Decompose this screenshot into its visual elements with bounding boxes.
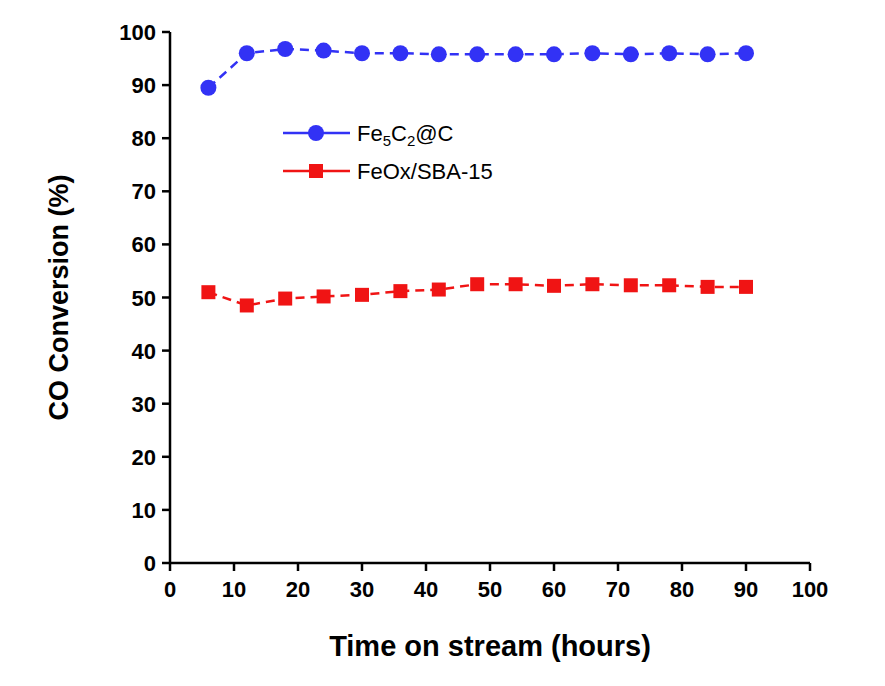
- y-tick-label: 100: [119, 20, 156, 45]
- legend-label-part: 5: [383, 132, 391, 149]
- legend-label: Fe5C2@C: [357, 121, 454, 149]
- y-tick-label: 90: [132, 73, 156, 98]
- marker: [392, 45, 408, 61]
- marker: [354, 45, 370, 61]
- y-tick-label: 0: [144, 551, 156, 576]
- x-tick-label: 100: [792, 577, 829, 602]
- marker: [239, 45, 255, 61]
- x-tick-label: 90: [734, 577, 758, 602]
- x-tick-label: 0: [164, 577, 176, 602]
- legend-label-part: Fe: [357, 121, 383, 146]
- y-tick-label: 40: [132, 339, 156, 364]
- marker: [700, 46, 716, 62]
- marker: [200, 80, 216, 96]
- x-tick: [489, 563, 492, 571]
- legend-marker: [308, 125, 324, 141]
- x-tick: [681, 563, 684, 571]
- marker: [584, 45, 600, 61]
- x-tick: [745, 563, 748, 571]
- marker: [585, 277, 599, 291]
- y-tick: [162, 190, 170, 193]
- x-tick-label: 80: [670, 577, 694, 602]
- y-tick: [162, 84, 170, 87]
- y-tick: [162, 243, 170, 246]
- y-tick: [162, 296, 170, 299]
- y-tick-label: 10: [132, 498, 156, 523]
- marker: [355, 288, 369, 302]
- marker: [546, 46, 562, 62]
- y-tick-label: 70: [132, 179, 156, 204]
- marker: [469, 46, 485, 62]
- marker: [623, 46, 639, 62]
- y-tick: [162, 562, 170, 565]
- x-tick-label: 60: [542, 577, 566, 602]
- y-tick: [162, 137, 170, 140]
- x-tick: [297, 563, 300, 571]
- marker: [662, 278, 676, 292]
- marker: [739, 280, 753, 294]
- legend-marker: [309, 164, 323, 178]
- series: [201, 277, 753, 312]
- marker: [508, 46, 524, 62]
- marker: [278, 292, 292, 306]
- x-tick-label: 50: [478, 577, 502, 602]
- series: [200, 41, 754, 96]
- y-tick-label: 60: [132, 232, 156, 257]
- marker: [509, 277, 523, 291]
- legend: Fe5C2@C FeOx/SBA-15: [283, 121, 493, 184]
- y-tick-label: 20: [132, 445, 156, 470]
- x-tick: [425, 563, 428, 571]
- x-tick: [233, 563, 236, 571]
- y-tick-label: 80: [132, 126, 156, 151]
- marker: [661, 45, 677, 61]
- y-tick: [162, 509, 170, 512]
- y-tick: [162, 402, 170, 405]
- y-tick: [162, 349, 170, 352]
- legend-label: FeOx/SBA-15: [357, 159, 493, 184]
- x-tick-label: 70: [606, 577, 630, 602]
- marker: [701, 280, 715, 294]
- x-tick-label: 30: [350, 577, 374, 602]
- plot-area: [200, 41, 754, 312]
- marker: [393, 284, 407, 298]
- marker: [470, 277, 484, 291]
- x-tick-label: 10: [222, 577, 246, 602]
- legend-label-part: C: [391, 121, 407, 146]
- x-tick: [617, 563, 620, 571]
- y-tick: [162, 31, 170, 34]
- x-tick-label: 20: [286, 577, 310, 602]
- y-tick-label: 50: [132, 286, 156, 311]
- marker: [316, 43, 332, 59]
- chart: 0 10 20 30 40 50 60 70 80 90 100 0 10 20 30 40 50 60 70 80 9…: [0, 0, 885, 686]
- marker: [624, 278, 638, 292]
- x-tick: [809, 563, 812, 571]
- x-tick: [553, 563, 556, 571]
- x-tick-label: 40: [414, 577, 438, 602]
- legend-label-part: 2: [407, 132, 415, 149]
- marker: [432, 283, 446, 297]
- x-tick: [361, 563, 364, 571]
- marker: [201, 285, 215, 299]
- y-tick: [162, 456, 170, 459]
- marker: [431, 46, 447, 62]
- marker: [317, 289, 331, 303]
- y-axis-title: CO Conversion (%): [44, 174, 74, 420]
- legend-label-part: FeOx/SBA-15: [357, 159, 493, 184]
- legend-label-part: @C: [415, 121, 453, 146]
- y-tick-label: 30: [132, 392, 156, 417]
- marker: [738, 45, 754, 61]
- marker: [547, 279, 561, 293]
- marker: [240, 298, 254, 312]
- x-axis-title: Time on stream (hours): [329, 630, 651, 662]
- marker: [277, 41, 293, 57]
